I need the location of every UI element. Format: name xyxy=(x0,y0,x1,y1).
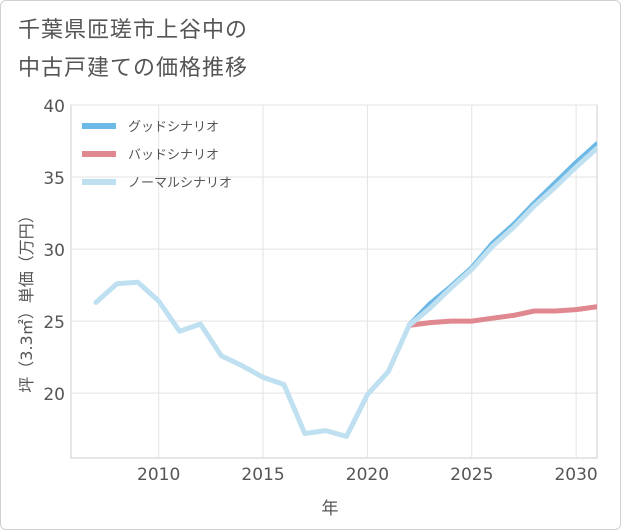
x-tick-label: 2020 xyxy=(346,465,389,485)
x-axis-title: 年 xyxy=(322,499,339,519)
y-tick-label: 40 xyxy=(43,97,65,117)
x-tick-label: 2030 xyxy=(554,465,597,485)
x-tick-label: 2010 xyxy=(137,465,180,485)
legend-label-2: ノーマルシナリオ xyxy=(128,176,232,191)
y-tick-label: 30 xyxy=(43,241,65,261)
y-tick-label: 25 xyxy=(43,313,65,333)
y-axis-title: 坪（3.3㎡）単価（万円） xyxy=(17,207,36,392)
legend-label-0: グッドシナリオ xyxy=(128,120,219,135)
chart-title-line-2: 中古戸建ての価格推移 xyxy=(18,56,249,81)
x-axis-ticks: 2010 2015 2020 2025 2030 xyxy=(137,465,598,485)
y-tick-label: 35 xyxy=(43,169,65,189)
grid-lines xyxy=(71,104,597,458)
legend-label-1: バッドシナリオ xyxy=(128,148,219,163)
series-line-1 xyxy=(406,304,597,328)
chart-title: 千葉県匝瑳市上谷中の 中古戸建ての価格推移 xyxy=(18,12,248,88)
y-axis-ticks: 20 25 30 35 40 xyxy=(43,97,65,405)
series-line-2 xyxy=(93,145,597,439)
series-lines xyxy=(93,141,597,439)
chart-title-line-1: 千葉県匝瑳市上谷中の xyxy=(18,18,249,43)
x-tick-label: 2015 xyxy=(241,465,284,485)
x-tick-label: 2025 xyxy=(450,465,493,485)
y-tick-label: 20 xyxy=(43,385,65,405)
